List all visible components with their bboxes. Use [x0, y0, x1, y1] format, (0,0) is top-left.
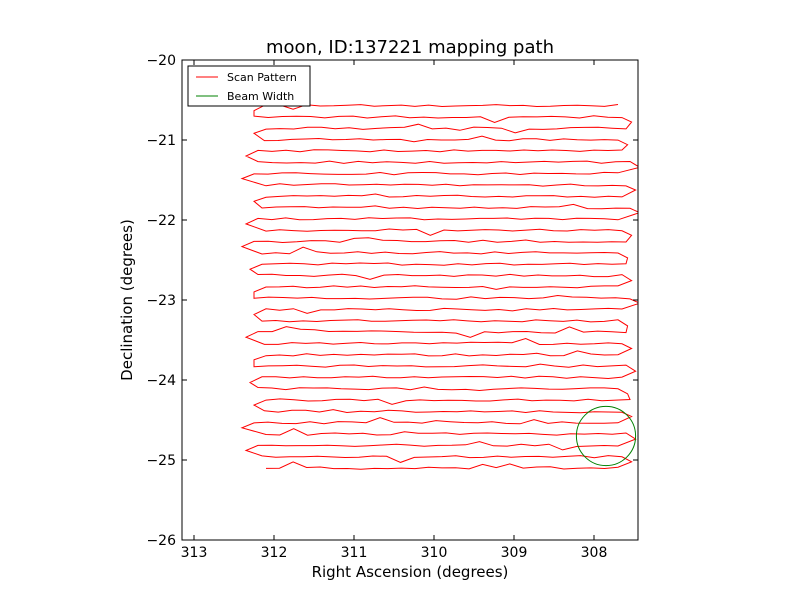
- y-tick-label: −25: [146, 453, 176, 469]
- x-axis: 313 312 311 310 309 308: [181, 60, 608, 561]
- chart-title: moon, ID:137221 mapping path: [266, 37, 554, 58]
- y-tick-label: −26: [146, 533, 176, 549]
- y-axis-label: Declination (degrees): [118, 219, 136, 381]
- plot-area: [182, 60, 638, 540]
- legend-label-scan-pattern: Scan Pattern: [227, 71, 297, 84]
- legend-label-beam-width: Beam Width: [227, 90, 294, 103]
- y-tick-label: −24: [146, 373, 176, 389]
- y-tick-label: −20: [146, 53, 176, 69]
- beam-width-circle: [575, 405, 637, 467]
- scan-pattern-line: [240, 104, 638, 470]
- x-tick-label: 313: [181, 545, 208, 561]
- y-tick-label: −21: [146, 133, 176, 149]
- beam-width-series: [575, 405, 637, 467]
- x-tick-label: 311: [341, 545, 368, 561]
- y-tick-label: −23: [146, 293, 176, 309]
- legend-box: [187, 65, 311, 107]
- x-tick-label: 309: [501, 545, 528, 561]
- x-tick-label: 312: [261, 545, 288, 561]
- x-axis-label: Right Ascension (degrees): [312, 563, 509, 581]
- y-axis: −20 −21 −22 −23 −24 −25 −26: [146, 53, 638, 549]
- x-tick-label: 310: [421, 545, 448, 561]
- y-tick-label: −22: [146, 213, 176, 229]
- x-tick-label: 308: [581, 545, 608, 561]
- legend: Scan Pattern Beam Width: [187, 65, 311, 107]
- scan-pattern-series: [240, 104, 638, 470]
